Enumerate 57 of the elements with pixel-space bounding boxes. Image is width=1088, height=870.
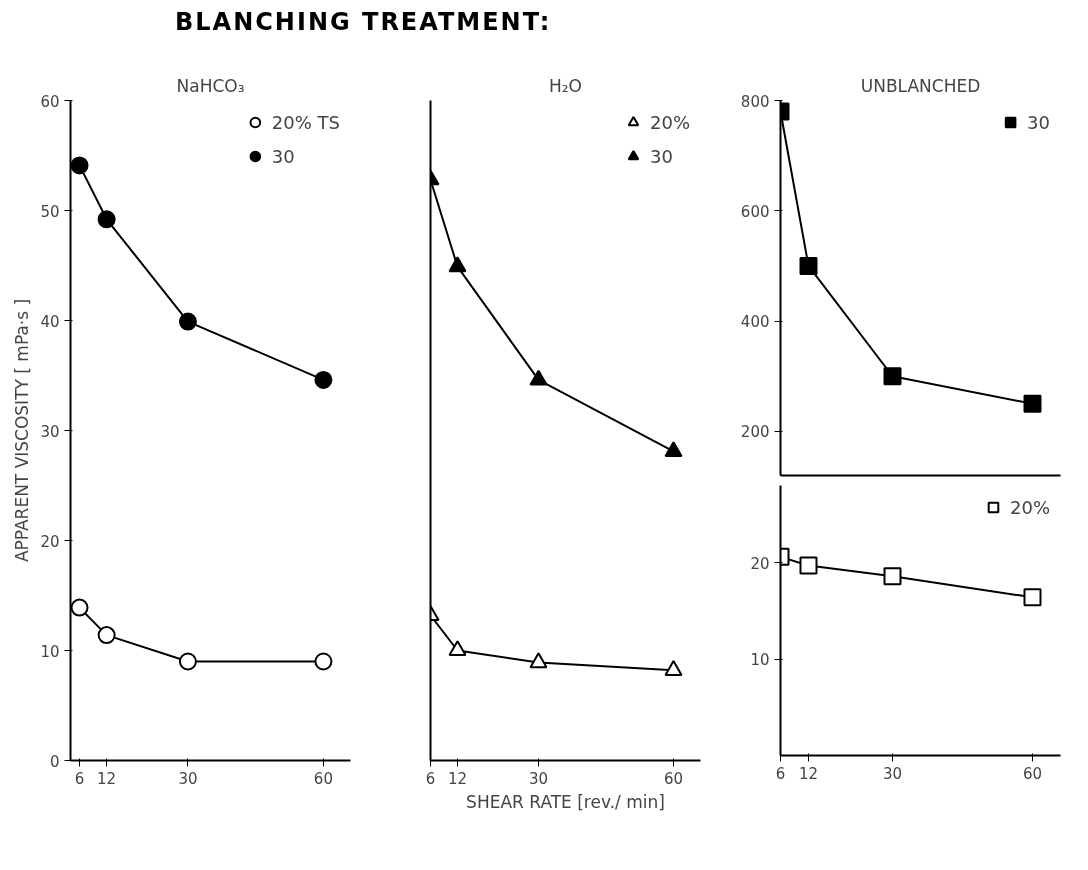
y-tick-label: 30 <box>40 422 60 441</box>
y-axis-title: APPARENT VISCOSITY [ mPa·s ] <box>12 298 33 563</box>
x-tick-label: 12 <box>798 764 819 783</box>
x-axis-title: SHEAR RATE [rev./ min] <box>466 791 665 812</box>
x-tick-label: 6 <box>775 764 786 783</box>
point <box>883 367 902 386</box>
legend-label: 20% TS <box>271 111 340 133</box>
y-tick-label: 60 <box>40 92 60 111</box>
x-tick-label: 30 <box>528 769 549 788</box>
point <box>799 556 818 575</box>
point <box>799 256 818 275</box>
x-tick-label: 6 <box>74 769 85 788</box>
point <box>664 660 683 676</box>
point <box>314 370 333 389</box>
point <box>529 652 548 669</box>
x-tick-label: 12 <box>447 769 468 788</box>
point <box>70 598 89 617</box>
chart-title: NaHCO₃ <box>176 75 245 96</box>
point <box>448 640 467 657</box>
text: BLANCHING TREATMENT: <box>174 7 552 38</box>
point <box>97 626 116 645</box>
point <box>883 567 902 586</box>
y-tick-label: 10 <box>750 651 770 670</box>
legend-label: 20% <box>649 111 690 133</box>
y-tick-label: 20 <box>750 554 770 573</box>
x-tick-label: 60 <box>313 769 333 788</box>
point <box>314 652 333 671</box>
x-tick-label: 60 <box>663 769 684 788</box>
x-tick-label: 30 <box>178 769 198 788</box>
point <box>97 210 116 229</box>
point <box>70 156 89 175</box>
y-tick-label: 10 <box>40 642 60 661</box>
point <box>1023 588 1042 607</box>
y-tick-label: 0 <box>49 752 60 771</box>
point <box>529 369 548 386</box>
legend-label: 30 <box>1027 111 1050 133</box>
legend-label: 20% <box>1009 496 1050 518</box>
point <box>448 256 467 273</box>
point <box>664 441 683 458</box>
legend-label: 30 <box>271 145 295 167</box>
x-tick-label: 30 <box>882 764 903 783</box>
y-tick-label: 400 <box>740 313 770 332</box>
x-tick-label: 60 <box>1022 764 1043 783</box>
point <box>1023 394 1042 413</box>
chart-title: UNBLANCHED <box>860 75 981 96</box>
y-tick-label: 600 <box>740 202 770 221</box>
point <box>178 652 197 671</box>
legend-label: 30 <box>649 145 673 167</box>
y-tick-label: 800 <box>740 92 770 111</box>
x-tick-label: 6 <box>425 769 436 788</box>
y-tick-label: 200 <box>740 423 770 442</box>
x-tick-label: 12 <box>97 769 117 788</box>
y-tick-label: 40 <box>40 312 60 331</box>
y-tick-label: 20 <box>40 532 60 551</box>
point <box>178 312 197 331</box>
chart-title: H₂O <box>549 75 582 96</box>
y-tick-label: 50 <box>40 202 60 221</box>
